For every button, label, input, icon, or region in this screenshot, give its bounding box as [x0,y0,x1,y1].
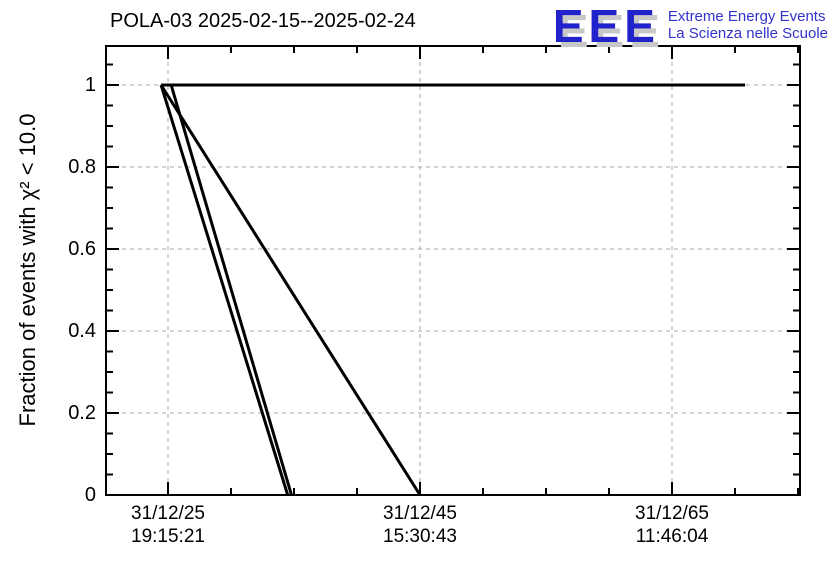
x-tick-label: 31/12/45 15:30:43 [383,503,457,547]
y-tick-label: 0.4 [68,320,96,342]
y-tick-label: 0.8 [68,156,96,178]
eee-logo-text: Extreme Energy Events La Scienza nelle S… [668,5,828,42]
eee-logo-line1: Extreme Energy Events [667,8,826,25]
eee-logo-line2: La Scienza nelle Scuole [667,25,828,42]
chart-title: POLA-03 2025-02-15--2025-02-24 [110,10,416,32]
y-tick-label: 0.6 [68,238,96,260]
y-tick-label: 1 [84,74,96,96]
eee-logo-letters: EEE [552,0,660,52]
x-tick-label: 31/12/65 11:46:04 [635,503,709,547]
y-tick-label: 0.2 [68,402,96,424]
x-tick-label: 31/12/25 19:15:21 [131,503,205,547]
y-tick-label: 0 [84,484,96,506]
eee-logo: EEE Extreme Energy Events La Scienza nel… [552,0,828,52]
